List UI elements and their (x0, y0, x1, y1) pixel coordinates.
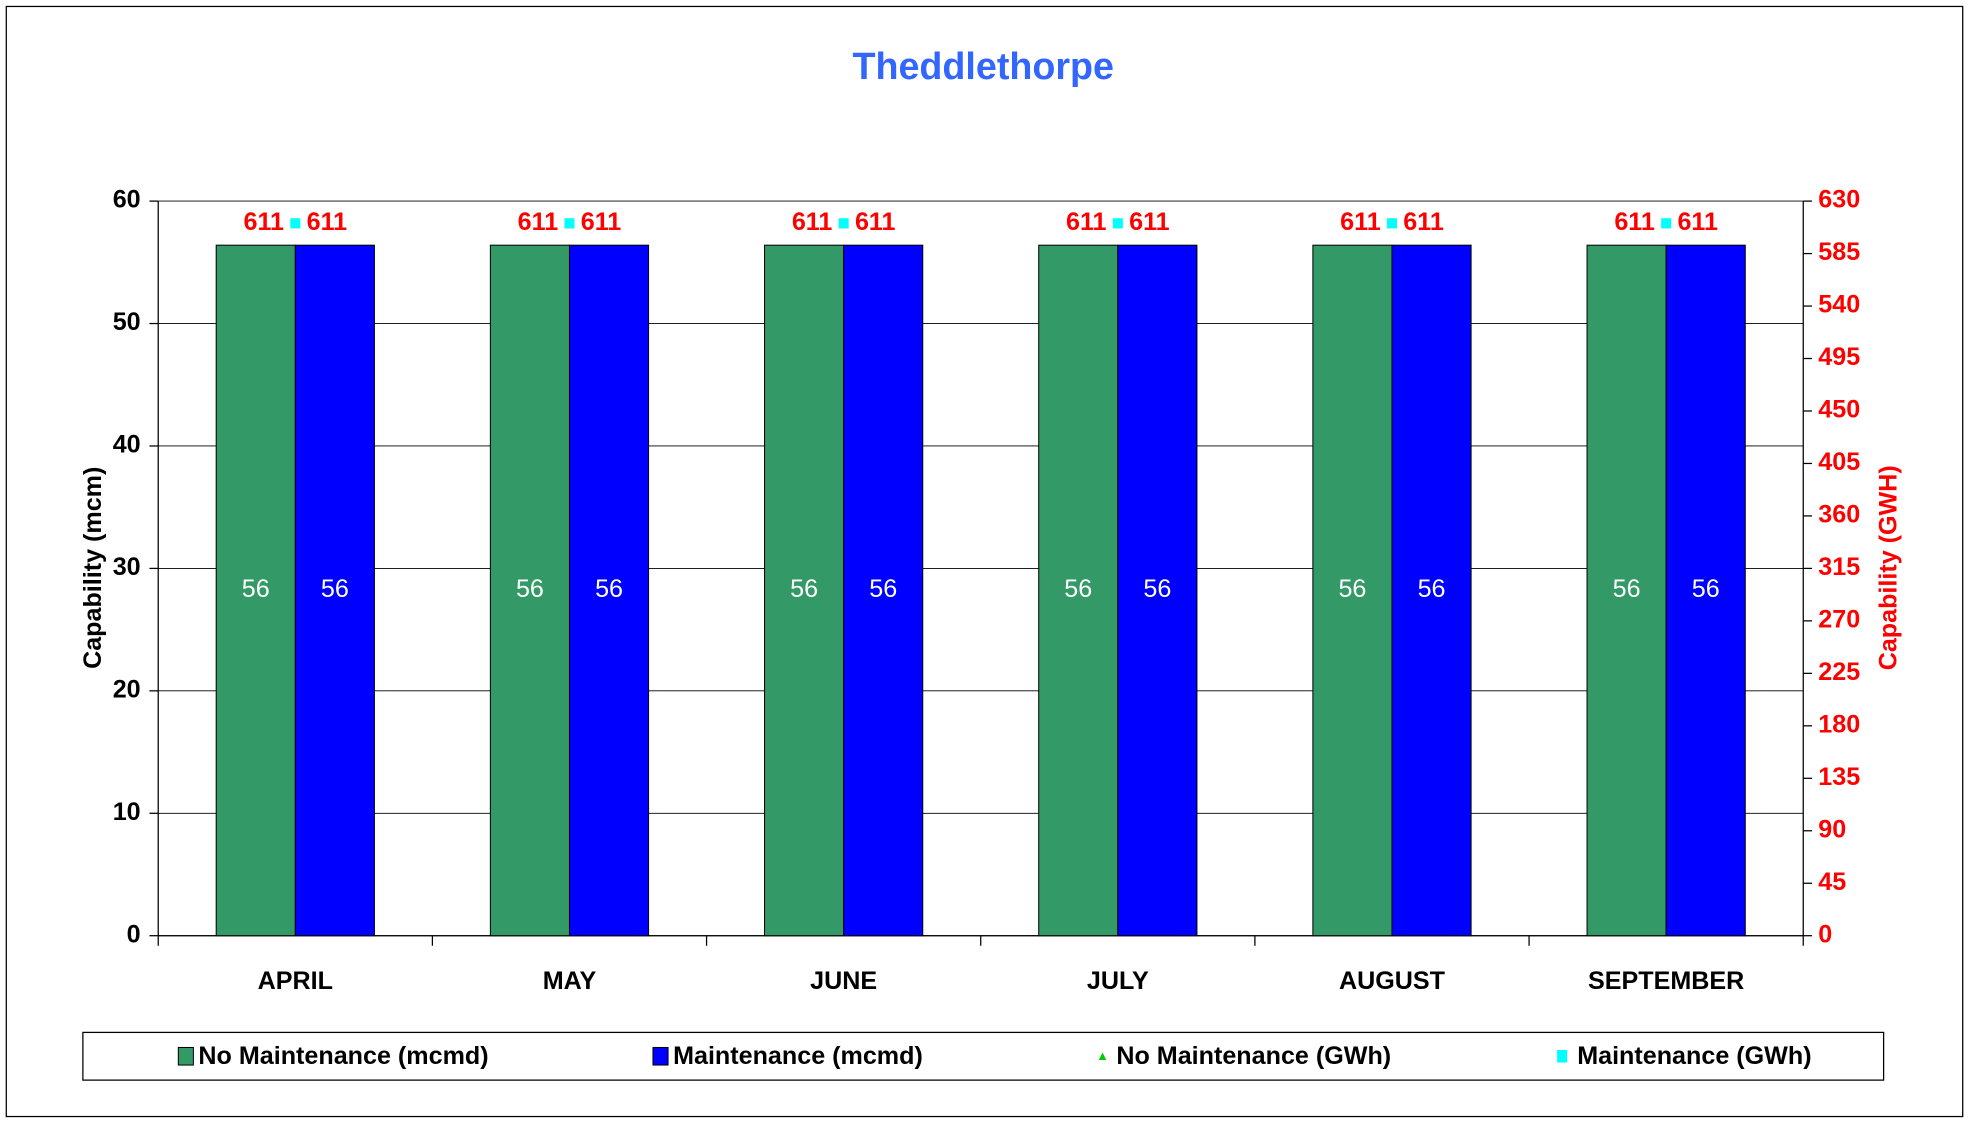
y2-tick-label: 630 (1818, 186, 1860, 214)
data-label: 611 (1403, 208, 1444, 236)
y2-tick-label: 270 (1818, 606, 1860, 634)
data-label: 611 (581, 208, 622, 236)
bar (1586, 244, 1667, 937)
y-tick-label: 30 (113, 553, 141, 581)
y-tick-label: 60 (113, 186, 141, 214)
bar (764, 244, 845, 937)
data-label: 56 (595, 575, 623, 603)
y-axis-label: Capability (mcm) (79, 467, 107, 669)
data-label: 56 (321, 575, 349, 603)
bar (1391, 244, 1472, 937)
data-label: 611 (855, 208, 896, 236)
y2-tick-label: 315 (1818, 553, 1860, 581)
data-label: 56 (1064, 575, 1092, 603)
legend-swatch (652, 1046, 669, 1066)
data-label: 56 (869, 575, 897, 603)
marker (564, 218, 575, 229)
marker (1661, 218, 1672, 229)
x-tick-label: APRIL (258, 967, 333, 995)
bar (568, 244, 650, 937)
y2-tick-label: 90 (1818, 815, 1846, 843)
y-tick-label: 40 (113, 431, 141, 459)
data-label: 611 (1614, 208, 1655, 236)
y2-tick-label: 135 (1818, 763, 1860, 791)
y2-tick-label: 405 (1818, 448, 1860, 476)
y-tick-label: 50 (113, 308, 141, 336)
x-tick-label: AUGUST (1339, 967, 1446, 995)
y2-tick-label: 585 (1818, 238, 1860, 266)
data-label: 611 (1677, 208, 1718, 236)
y2-tick-label: 45 (1818, 868, 1846, 896)
bar (1038, 244, 1119, 937)
x-tick-label: JULY (1087, 967, 1149, 995)
bar (215, 244, 296, 937)
y-tick-label: 10 (113, 798, 141, 826)
y-tick-label: 20 (113, 675, 141, 703)
bar (1117, 244, 1198, 937)
data-label: 56 (516, 575, 544, 603)
data-label: 611 (1340, 208, 1381, 236)
bar (843, 244, 924, 937)
marker (838, 218, 849, 229)
legend-label: No Maintenance (GWh) (1116, 1042, 1391, 1070)
marker (1112, 218, 1123, 229)
data-label: 56 (790, 575, 818, 603)
y2-tick-label: 540 (1818, 291, 1860, 319)
bar (294, 244, 375, 937)
data-label: 56 (1338, 575, 1366, 603)
data-label: 56 (242, 575, 270, 603)
y2-tick-label: 495 (1818, 343, 1860, 371)
y2-tick-label: 180 (1818, 710, 1860, 738)
data-label: 611 (1129, 208, 1170, 236)
legend-swatch (1557, 1049, 1568, 1063)
data-label: 56 (1692, 575, 1720, 603)
bar (1665, 244, 1746, 937)
legend-label: Maintenance (GWh) (1577, 1042, 1811, 1070)
data-label: 611 (307, 208, 348, 236)
marker (290, 218, 301, 229)
x-tick-label: SEPTEMBER (1588, 967, 1744, 995)
x-tick-label: JUNE (810, 967, 877, 995)
legend-label: No Maintenance (mcmd) (198, 1042, 488, 1070)
legend-label: Maintenance (mcmd) (673, 1042, 923, 1070)
data-label: 611 (792, 208, 833, 236)
y2-tick-label: 0 (1818, 920, 1832, 948)
data-label: 56 (1418, 575, 1446, 603)
y2-tick-label: 450 (1818, 396, 1860, 424)
data-label: 56 (1613, 575, 1641, 603)
y2-axis-label: Capability (GWH) (1875, 465, 1903, 670)
y-tick-label: 0 (127, 920, 141, 948)
bar (1312, 244, 1393, 937)
legend-box (82, 1031, 1885, 1081)
y2-tick-label: 360 (1818, 501, 1860, 529)
x-tick-label: MAY (543, 967, 597, 995)
data-label: 611 (243, 208, 284, 236)
bar (489, 244, 570, 937)
legend-swatch (177, 1046, 194, 1066)
marker (1386, 218, 1398, 229)
data-label: 611 (518, 208, 559, 236)
data-label: 56 (1143, 575, 1171, 603)
data-label: 611 (1066, 208, 1107, 236)
y2-tick-label: 225 (1818, 658, 1860, 686)
chart-title: Theddlethorpe (852, 45, 1114, 87)
legend-swatch (1098, 1052, 1107, 1061)
